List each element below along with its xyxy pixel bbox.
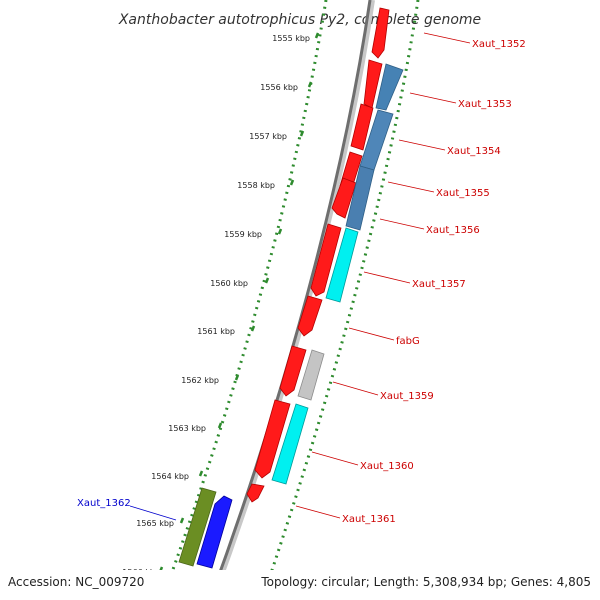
gene-block-xaut-1355[interactable] (345, 165, 375, 231)
gene-label-xaut-1361[interactable]: Xaut_1361 (342, 514, 396, 525)
reverse-strand-genes (271, 63, 404, 485)
tick-mark (307, 81, 313, 88)
gene-arrow-xaut-1357[interactable] (297, 295, 323, 337)
tick-mark (217, 422, 223, 429)
leader-line (295, 505, 341, 519)
tick-mark (314, 32, 320, 39)
tick-label: 1565 kbp (136, 519, 174, 528)
gene-label-xaut-1357[interactable]: Xaut_1357 (412, 279, 466, 290)
leader-line (387, 181, 435, 193)
tick-mark (234, 374, 240, 381)
gene-block-xaut-1357[interactable] (325, 227, 359, 303)
tick-mark (179, 517, 185, 524)
gene-block-fabg[interactable] (297, 349, 325, 401)
feature-blue-arrow[interactable] (196, 495, 233, 569)
tick-mark (299, 130, 305, 137)
tick-label: 1559 kbp (224, 230, 262, 239)
gene-block-xaut-1353[interactable] (375, 63, 404, 111)
tick-mark (289, 179, 295, 186)
gene-label-fabg[interactable]: fabG (396, 336, 420, 347)
gene-arrow-fabg[interactable] (279, 345, 307, 397)
leader-line (379, 218, 425, 230)
leader-line (423, 32, 471, 44)
gene-arrow-xaut-1361[interactable] (246, 483, 265, 503)
gene-block-xaut-1360[interactable] (271, 403, 309, 485)
leader-line (348, 327, 395, 341)
footer-background (0, 570, 600, 600)
gene-label-xaut-1353[interactable]: Xaut_1353 (458, 99, 512, 110)
tick-label: 1561 kbp (197, 327, 235, 336)
scale-tick-labels: 1555 kbp 1556 kbp 1557 kbp 1558 kbp 1559… (122, 34, 310, 577)
genome-backbone (208, 0, 372, 600)
tick-label: 1556 kbp (260, 83, 298, 92)
tick-label: 1558 kbp (237, 181, 275, 190)
gene-label-xaut-1355[interactable]: Xaut_1355 (436, 188, 490, 199)
tick-mark (264, 277, 270, 284)
tick-mark (277, 228, 283, 235)
tick-label: 1560 kbp (210, 279, 248, 288)
accession-text: Accession: NC_009720 (8, 575, 144, 589)
tick-label: 1562 kbp (181, 376, 219, 385)
tick-label: 1564 kbp (151, 472, 189, 481)
tick-mark (250, 325, 256, 332)
label-leader-lines (129, 32, 471, 521)
gene-arrow-xaut-1354[interactable] (350, 103, 374, 151)
leader-line (398, 139, 446, 151)
gene-label-xaut-1356[interactable]: Xaut_1356 (426, 225, 480, 236)
tick-mark (198, 470, 204, 477)
tick-label: 1557 kbp (249, 132, 287, 141)
forward-strand-genes (246, 7, 390, 503)
leader-line (129, 505, 177, 521)
leader-line (409, 92, 457, 104)
gene-arrow-xaut-1352[interactable] (371, 7, 390, 59)
gene-arrow-xaut-1356[interactable] (310, 223, 342, 297)
tick-label: 1555 kbp (272, 34, 310, 43)
leader-line (311, 451, 359, 466)
gene-label-xaut-1359[interactable]: Xaut_1359 (380, 391, 434, 402)
gene-label-xaut-1360[interactable]: Xaut_1360 (360, 461, 414, 472)
leader-line (332, 381, 379, 396)
genome-summary-text: Topology: circular; Length: 5,308,934 bp… (260, 575, 591, 589)
gene-label-xaut-1354[interactable]: Xaut_1354 (447, 146, 501, 157)
gene-label-xaut-1362[interactable]: Xaut_1362 (77, 498, 131, 509)
map-title: Xanthobacter autotrophicus Py2, complete… (118, 12, 481, 28)
gene-labels: Xaut_1352 Xaut_1353 Xaut_1354 Xaut_1355 … (77, 39, 526, 525)
gene-label-xaut-1352[interactable]: Xaut_1352 (472, 39, 526, 50)
feature-xaut-1362[interactable] (178, 487, 217, 567)
gene-arrow-xaut-1355b[interactable] (331, 177, 357, 219)
leader-line (363, 271, 411, 284)
scale-ticks (158, 32, 320, 573)
tick-label: 1563 kbp (168, 424, 206, 433)
gene-arrow-xaut-1359[interactable] (254, 399, 291, 479)
